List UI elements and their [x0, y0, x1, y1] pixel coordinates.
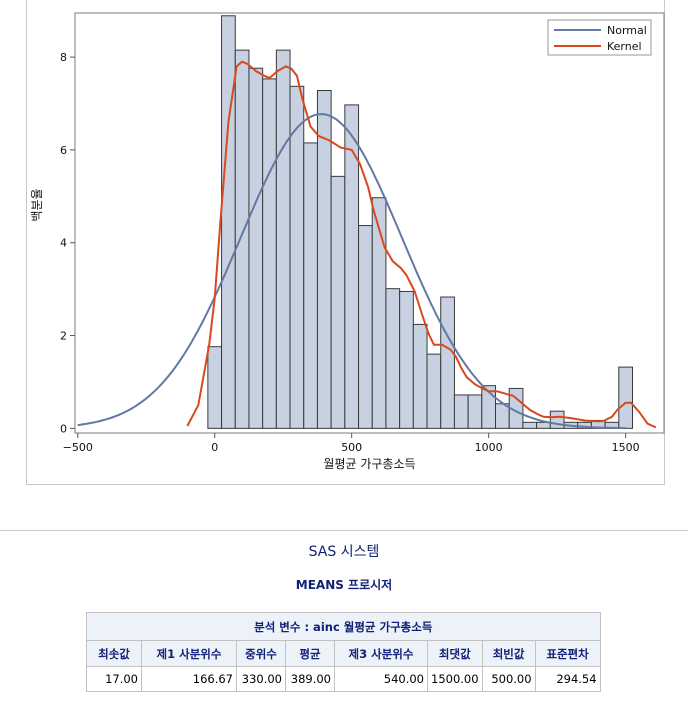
- x-tick-label: −500: [63, 441, 93, 454]
- value-mode: 500.00: [481, 666, 536, 692]
- table-caption: 분석 변수 : ainc 월평균 가구총소득: [86, 612, 601, 641]
- procedure-title: MEANS 프로시저: [295, 578, 393, 592]
- x-axis-label: 월평균 가구총소득: [323, 457, 415, 471]
- table-row: 17.00 166.67 330.00 389.00 540.00 1500.0…: [86, 666, 601, 692]
- table-header-row: 최솟값 제1 사분위수 중위수 평균 제3 사분위수 최댓값 최빈값 표준편차: [86, 640, 601, 667]
- summary-statistics-table: 분석 변수 : ainc 월평균 가구총소득 최솟값 제1 사분위수 중위수 평…: [86, 612, 601, 692]
- header-median: 중위수: [236, 640, 286, 667]
- histogram-bar: [221, 15, 236, 429]
- system-title: SAS 시스템: [308, 544, 380, 560]
- legend-normal-label: Normal: [607, 24, 647, 37]
- histogram-bar: [358, 225, 373, 429]
- header-mode: 최빈값: [481, 640, 536, 667]
- value-q1: 166.67: [141, 666, 237, 692]
- histogram-bar: [248, 67, 264, 429]
- histogram-bar: [412, 323, 428, 429]
- y-axis: 0 2 4 6 8: [60, 51, 75, 435]
- legend-box: [547, 19, 652, 56]
- header-std: 표준편차: [534, 640, 601, 667]
- histogram-chart: −500 0 500 1000 1500 0 2 4 6 8 월평균 가구총소득 백분율 Nor…: [30, 12, 665, 471]
- y-axis-label: 백분율: [30, 188, 44, 221]
- x-tick-label: 0: [211, 441, 218, 454]
- y-tick-label: 8: [60, 51, 67, 64]
- value-q3: 540.00: [334, 666, 428, 692]
- value-std: 294.54: [534, 666, 601, 692]
- histogram-bar: [440, 296, 455, 429]
- histogram-bar: [522, 421, 538, 429]
- histogram-bar: [207, 346, 223, 429]
- header-q1: 제1 사분위수: [141, 640, 237, 667]
- value-mean: 389.00: [285, 666, 335, 692]
- y-tick-label: 2: [60, 330, 67, 343]
- histogram-bar: [618, 366, 633, 429]
- header-mean: 평균: [285, 640, 335, 667]
- histogram-bar: [399, 290, 414, 429]
- histogram-bar: [262, 78, 277, 429]
- x-tick-label: 500: [341, 441, 362, 454]
- chart-panel: −500 0 500 1000 1500 0 2 4 6 8 월평균 가구총소득 백분율 Nor…: [26, 0, 665, 485]
- y-tick-label: 0: [60, 422, 67, 435]
- histogram-bar: [467, 394, 483, 429]
- chart-legend: Normal Kernel: [547, 19, 652, 56]
- plot-area-frame: [74, 12, 665, 434]
- value-max: 1500.00: [427, 666, 483, 692]
- histogram-bar: [344, 104, 360, 429]
- histogram-bars: [207, 15, 633, 429]
- histogram-bar: [453, 394, 469, 429]
- x-tick-label: 1000: [475, 441, 503, 454]
- x-tick-label: 1500: [612, 441, 640, 454]
- legend-kernel-label: Kernel: [607, 40, 642, 53]
- header-max: 최댓값: [427, 640, 483, 667]
- kernel-density-curve: [186, 60, 657, 429]
- histogram-bar: [303, 142, 318, 429]
- histogram-bar: [234, 49, 250, 429]
- histogram-bar: [549, 410, 565, 429]
- histogram-bar: [426, 353, 442, 429]
- histogram-bar: [330, 175, 346, 429]
- histogram-bar: [371, 197, 387, 429]
- histogram-bar: [289, 85, 305, 429]
- histogram-bar: [275, 49, 291, 429]
- value-min: 17.00: [86, 666, 142, 692]
- normal-density-curve: [77, 113, 626, 430]
- header-min: 최솟값: [86, 640, 142, 667]
- histogram-bar: [385, 288, 401, 429]
- y-tick-label: 6: [60, 144, 67, 157]
- x-axis: −500 0 500 1000 1500: [63, 433, 640, 454]
- y-tick-label: 4: [60, 237, 67, 250]
- value-median: 330.00: [236, 666, 286, 692]
- header-q3: 제3 사분위수: [334, 640, 428, 667]
- section-divider: [0, 530, 688, 531]
